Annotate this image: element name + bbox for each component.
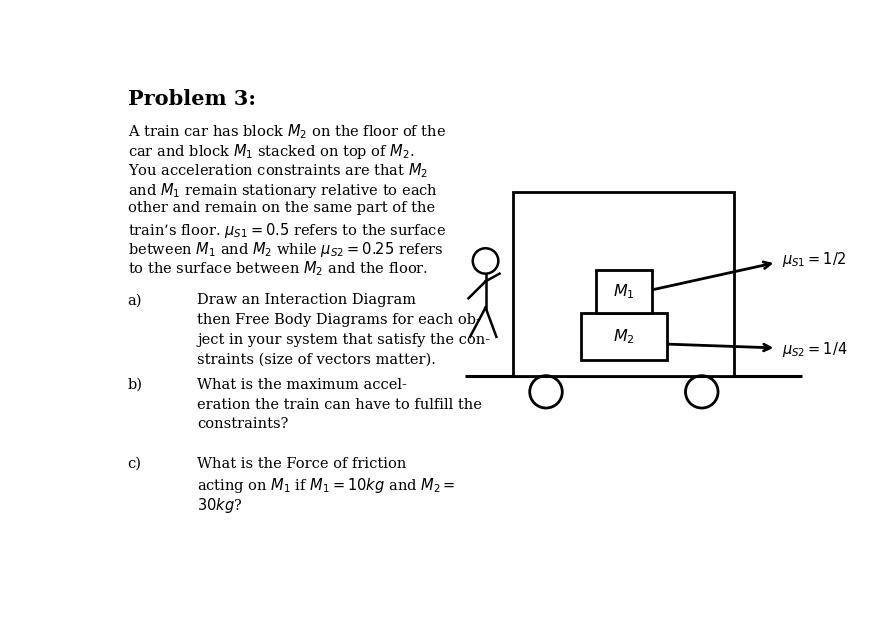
Text: $\mu_{S1}=1/2$: $\mu_{S1}=1/2$	[782, 250, 847, 269]
Text: $30kg$?: $30kg$?	[197, 495, 243, 515]
Bar	[596, 271, 651, 313]
Text: car and block $M_1$ stacked on top of $M_2$.: car and block $M_1$ stacked on top of $M…	[127, 142, 414, 161]
Text: ject in your system that satisfy the con-: ject in your system that satisfy the con…	[197, 333, 490, 347]
Text: Problem 3:: Problem 3:	[127, 89, 255, 109]
Text: eration the train can have to fulfill the: eration the train can have to fulfill th…	[197, 397, 482, 412]
Text: $M_1$: $M_1$	[613, 283, 634, 301]
Text: straints (size of vectors matter).: straints (size of vectors matter).	[197, 352, 436, 366]
Text: $M_2$: $M_2$	[613, 327, 634, 345]
Text: $\mu_{S2}=1/4$: $\mu_{S2}=1/4$	[782, 340, 848, 359]
Text: You acceleration constraints are that $M_2$: You acceleration constraints are that $M…	[127, 162, 427, 180]
Text: c): c)	[127, 456, 142, 470]
Text: train’s floor. $\mu_{S1} = 0.5$ refers to the surface: train’s floor. $\mu_{S1} = 0.5$ refers t…	[127, 221, 445, 240]
Text: between $M_1$ and $M_2$ while $\mu_{S2} = 0.25$ refers: between $M_1$ and $M_2$ while $\mu_{S2} …	[127, 240, 444, 259]
Text: then Free Body Diagrams for each ob-: then Free Body Diagrams for each ob-	[197, 313, 481, 327]
Text: other and remain on the same part of the: other and remain on the same part of the	[127, 201, 435, 215]
Text: What is the Force of friction: What is the Force of friction	[197, 456, 407, 470]
Bar	[513, 192, 735, 376]
Text: to the surface between $M_2$ and the floor.: to the surface between $M_2$ and the flo…	[127, 260, 427, 278]
Text: A train car has block $M_2$ on the floor of the: A train car has block $M_2$ on the floor…	[127, 122, 445, 141]
Text: and $M_1$ remain stationary relative to each: and $M_1$ remain stationary relative to …	[127, 181, 437, 200]
Text: constraints?: constraints?	[197, 417, 289, 431]
Text: What is the maximum accel-: What is the maximum accel-	[197, 378, 407, 392]
Text: Draw an Interaction Diagram: Draw an Interaction Diagram	[197, 294, 417, 307]
Text: b): b)	[127, 378, 142, 392]
Text: acting on $M_1$ if $M_1 = 10kg$ and $M_2 =$: acting on $M_1$ if $M_1 = 10kg$ and $M_2…	[197, 476, 456, 495]
Text: a): a)	[127, 294, 142, 307]
Bar	[582, 313, 667, 360]
